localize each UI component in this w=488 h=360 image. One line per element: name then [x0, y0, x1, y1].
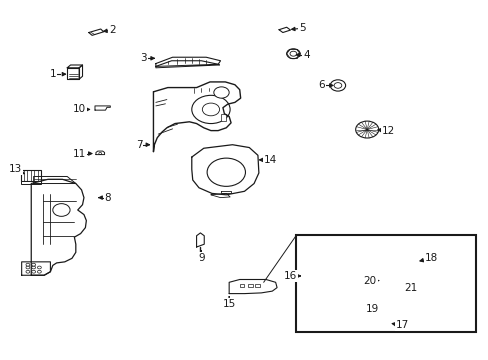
Circle shape [26, 266, 30, 269]
Bar [373, 288, 388, 302]
Text: 11: 11 [72, 149, 85, 158]
Text: 7: 7 [136, 140, 142, 150]
Text: 2: 2 [109, 25, 116, 35]
Text: 9: 9 [198, 253, 204, 263]
Text: 16: 16 [283, 271, 296, 281]
Circle shape [333, 83, 341, 88]
Text: 15: 15 [222, 299, 235, 309]
FancyBboxPatch shape [296, 235, 475, 332]
Text: 21: 21 [404, 283, 417, 293]
Bar [397, 247, 428, 266]
Circle shape [207, 158, 245, 186]
Circle shape [213, 87, 229, 98]
Bar [21, 170, 41, 181]
Text: 3: 3 [140, 53, 147, 63]
Text: 18: 18 [424, 253, 437, 263]
Circle shape [329, 80, 345, 91]
Bar [384, 320, 388, 326]
Circle shape [99, 153, 102, 154]
Circle shape [378, 274, 397, 288]
Text: 1: 1 [49, 69, 56, 79]
Text: 6: 6 [317, 80, 324, 90]
Circle shape [202, 103, 219, 116]
Circle shape [38, 266, 41, 269]
Text: 12: 12 [381, 126, 394, 136]
Text: 10: 10 [72, 104, 85, 114]
Text: 17: 17 [395, 320, 408, 330]
Bar [21, 181, 41, 184]
Text: 14: 14 [264, 155, 277, 165]
Circle shape [383, 277, 392, 284]
Circle shape [53, 204, 70, 216]
Text: 20: 20 [363, 275, 376, 285]
Circle shape [298, 262, 344, 296]
Circle shape [191, 95, 230, 123]
Bar [370, 320, 374, 326]
Bar [391, 320, 395, 326]
Circle shape [32, 270, 36, 273]
Circle shape [286, 49, 300, 59]
Text: 4: 4 [303, 50, 309, 60]
Circle shape [355, 121, 378, 138]
Text: 19: 19 [366, 305, 379, 315]
Circle shape [38, 270, 41, 273]
Circle shape [26, 263, 30, 266]
Bar [377, 320, 381, 326]
Circle shape [32, 263, 36, 266]
Text: 13: 13 [9, 165, 22, 174]
Circle shape [32, 266, 36, 269]
Bar [401, 254, 422, 265]
Text: 5: 5 [298, 23, 305, 33]
Bar [367, 317, 395, 328]
Bar [220, 114, 226, 121]
Circle shape [306, 269, 335, 290]
Bar [248, 284, 253, 287]
Circle shape [26, 270, 30, 273]
Circle shape [315, 275, 326, 284]
Bar [239, 284, 244, 287]
Text: 8: 8 [104, 193, 111, 203]
Bar [255, 284, 259, 287]
Circle shape [289, 51, 296, 56]
